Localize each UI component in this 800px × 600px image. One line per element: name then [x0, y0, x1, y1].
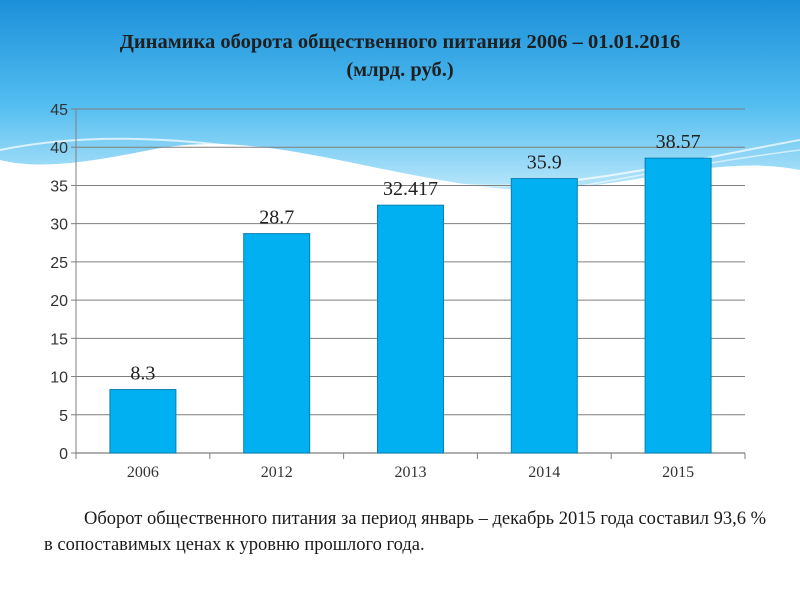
- caption-body: Оборот общественного питания за период я…: [44, 509, 767, 555]
- y-tick-label-20: 20: [50, 293, 68, 310]
- data-label-2006: 8.3: [130, 363, 155, 385]
- bar-2015: [644, 157, 712, 454]
- y-tick-label-30: 30: [50, 217, 68, 234]
- data-label-2012: 28.7: [259, 207, 294, 229]
- x-tick-label-2012: 2012: [261, 464, 293, 481]
- x-tick-label-2006: 2006: [127, 464, 159, 481]
- bar-2013: [377, 204, 444, 454]
- y-tick-label-25: 25: [50, 255, 68, 272]
- x-tick-label-2015: 2015: [662, 464, 694, 481]
- bar-2012: [243, 233, 311, 454]
- x-tick-label-2013: 2013: [395, 464, 427, 481]
- data-label-2015: 38.57: [656, 131, 701, 153]
- y-tick-label-10: 10: [50, 370, 68, 387]
- caption-text: Оборот общественного питания за период я…: [44, 506, 774, 558]
- data-label-2014: 35.9: [527, 152, 562, 174]
- chart-title-line1: Динамика оборота общественного питания 2…: [119, 31, 681, 53]
- x-tick-label-2014: 2014: [528, 464, 560, 481]
- data-label-2013: 32.417: [383, 178, 438, 200]
- chart-title-line2: (млрд. руб.): [346, 59, 454, 81]
- y-tick-label-15: 15: [50, 331, 68, 348]
- y-tick-label-35: 35: [50, 178, 68, 195]
- bar-2014: [510, 178, 578, 454]
- y-tick-label-0: 0: [59, 446, 68, 463]
- y-tick-label-40: 40: [50, 140, 68, 157]
- bar-2006: [109, 389, 177, 454]
- chart-title: Динамика оборота общественного питания 2…: [30, 28, 770, 84]
- y-tick-label-45: 45: [50, 102, 68, 119]
- y-tick-label-5: 5: [59, 408, 68, 425]
